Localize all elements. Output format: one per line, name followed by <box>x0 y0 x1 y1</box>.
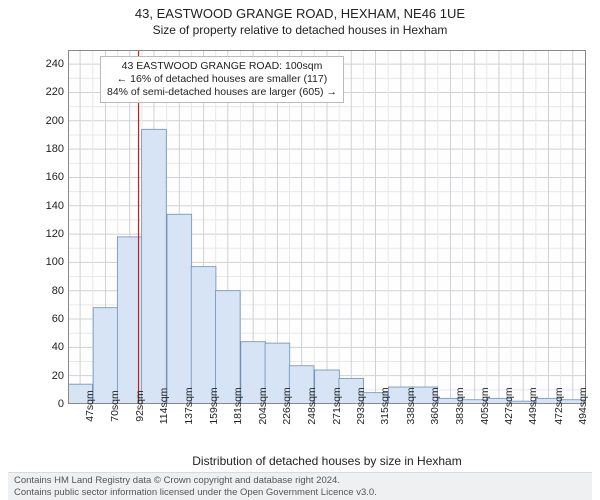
page-subtitle: Size of property relative to detached ho… <box>0 23 600 37</box>
x-tick-label: 449sqm <box>527 387 539 424</box>
y-tick-label: 60 <box>52 313 64 325</box>
y-tick-label: 80 <box>52 285 64 297</box>
y-tick-label: 40 <box>52 341 64 353</box>
y-tick-label: 100 <box>46 256 64 268</box>
x-tick-label: 293sqm <box>355 387 367 424</box>
histogram-bar <box>142 129 167 404</box>
chart-legend: 43 EASTWOOD GRANGE ROAD: 100sqm ← 16% of… <box>100 56 344 103</box>
x-tick-label: 114sqm <box>158 388 170 425</box>
x-tick-label: 494sqm <box>577 387 589 424</box>
x-tick-label: 47sqm <box>84 390 96 422</box>
y-tick-label: 0 <box>58 398 64 410</box>
x-tick-label: 248sqm <box>306 387 318 424</box>
y-tick-label: 200 <box>46 115 64 127</box>
histogram-bar <box>191 267 216 404</box>
footer-attribution: Contains HM Land Registry data © Crown c… <box>8 472 592 500</box>
y-tick-label: 220 <box>46 86 64 98</box>
footer-line-2: Contains public sector information licen… <box>14 487 586 498</box>
x-tick-label: 159sqm <box>208 387 220 424</box>
legend-line-1: 43 EASTWOOD GRANGE ROAD: 100sqm <box>107 60 337 73</box>
footer-line-1: Contains HM Land Registry data © Crown c… <box>14 475 586 486</box>
x-tick-label: 226sqm <box>281 387 293 424</box>
x-tick-label: 360sqm <box>429 387 441 424</box>
y-tick-label: 120 <box>46 228 64 240</box>
x-tick-label: 472sqm <box>553 387 565 424</box>
x-tick-label: 405sqm <box>479 387 491 424</box>
x-tick-label: 338sqm <box>405 387 417 424</box>
page-title: 43, EASTWOOD GRANGE ROAD, HEXHAM, NE46 1… <box>0 6 600 21</box>
x-tick-label: 204sqm <box>257 387 269 424</box>
legend-line-2: ← 16% of detached houses are smaller (11… <box>107 73 337 86</box>
histogram-bar <box>167 214 192 404</box>
y-tick-label: 180 <box>46 143 64 155</box>
x-tick-label: 427sqm <box>503 387 515 424</box>
x-tick-label: 92sqm <box>134 390 146 422</box>
x-axis-label: Distribution of detached houses by size … <box>68 454 586 468</box>
y-tick-label: 140 <box>46 200 64 212</box>
x-tick-label: 271sqm <box>331 387 343 424</box>
x-tick-label: 315sqm <box>379 387 391 424</box>
x-tick-label: 181sqm <box>232 387 244 424</box>
x-tick-label: 70sqm <box>109 390 121 422</box>
chart-plot-area: 43 EASTWOOD GRANGE ROAD: 100sqm ← 16% of… <box>68 50 586 404</box>
y-tick-label: 20 <box>52 370 64 382</box>
legend-line-3: 84% of semi-detached houses are larger (… <box>107 86 337 99</box>
y-tick-label: 240 <box>46 58 64 70</box>
x-tick-label: 137sqm <box>183 387 195 424</box>
y-tick-label: 160 <box>46 171 64 183</box>
x-tick-label: 383sqm <box>454 387 466 424</box>
